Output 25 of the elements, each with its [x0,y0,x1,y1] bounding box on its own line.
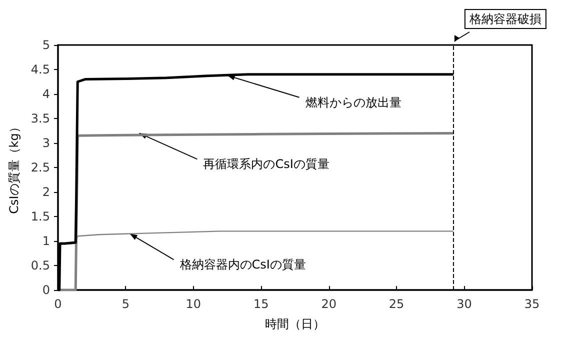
y-tick-label: 4.5 [30,62,50,76]
y-tick-label: 1 [42,234,50,248]
x-tick-label: 35 [524,297,540,311]
x-tick-label: 5 [122,297,130,311]
y-axis-title: CsIの質量（kg） [7,121,21,214]
x-tick-label: 0 [54,297,62,311]
annotation: 燃料からの放出量 [305,95,402,110]
y-tick-label: 3 [42,136,50,150]
annotation: 格納容器内のCsIの質量 [178,258,306,272]
y-tick-label: 0 [42,283,50,297]
y-tick-label: 4 [42,87,50,101]
annotation: 再循環系内のCsIの質量 [203,157,330,172]
x-tick-label: 25 [388,297,404,311]
x-tick-label: 20 [321,297,336,311]
y-tick-label: 2.5 [30,160,50,174]
ref-line-label: 格納容器破損 [468,12,542,26]
y-tick-label: 5 [42,38,50,52]
y-tick-label: 3.5 [30,112,50,126]
y-tick-label: 1.5 [30,210,50,224]
x-tick-label: 15 [253,297,269,311]
x-tick-label: 30 [456,297,472,311]
x-tick-label: 10 [186,297,202,311]
y-tick-label: 0.5 [30,258,50,272]
x-axis-title: 時間（日） [264,317,325,331]
y-tick-label: 2 [42,185,50,199]
